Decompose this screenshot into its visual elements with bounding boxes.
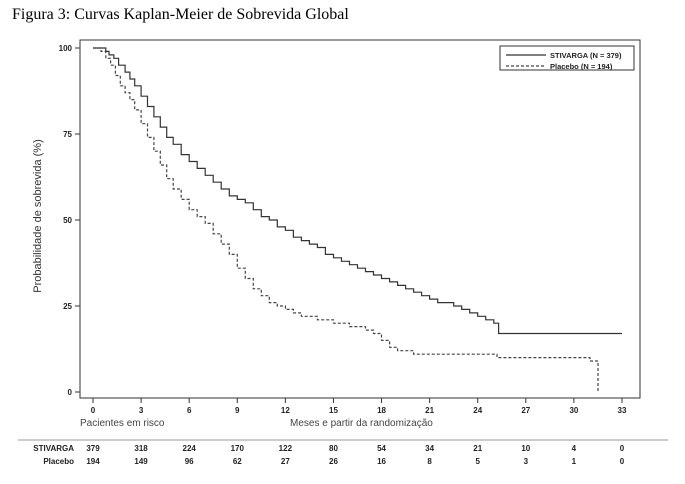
risk-cell: 54 [377, 444, 386, 453]
risk-cell: 16 [377, 457, 386, 466]
risk-cell: 0 [620, 444, 625, 453]
chart-legend: STIVARGA (N = 379) Placebo (N = 194) [499, 45, 635, 71]
risk-cell: 8 [427, 457, 432, 466]
x-tick-label: 21 [425, 406, 434, 415]
risk-cell: 0 [620, 457, 625, 466]
x-tick-label: 30 [569, 406, 578, 415]
risk-cell: 21 [473, 444, 482, 453]
risk-cell: 62 [233, 457, 242, 466]
x-tick-label: 3 [139, 406, 144, 415]
legend-label: Placebo (N = 194) [550, 62, 613, 71]
risk-cell: 27 [281, 457, 290, 466]
plot-frame [79, 39, 641, 399]
risk-cell: 170 [231, 444, 245, 453]
risk-cell: 96 [185, 457, 194, 466]
placebo-curve [93, 47, 599, 392]
x-tick-label: 24 [473, 406, 482, 415]
risk-cell: 34 [425, 444, 434, 453]
risk-table-title: Pacientes em risco [80, 418, 165, 429]
survival-curves [93, 47, 622, 392]
risk-cell: 4 [572, 444, 577, 453]
risk-cell: 10 [521, 444, 530, 453]
risk-cell: 5 [476, 457, 481, 466]
risk-cell: 122 [279, 444, 293, 453]
risk-row-label: STIVARGA [33, 444, 74, 453]
x-tick-label: 18 [377, 406, 386, 415]
stivarga-curve [93, 47, 622, 335]
legend-label: STIVARGA (N = 379) [550, 51, 622, 60]
x-tick-label: 33 [618, 406, 627, 415]
risk-cell: 149 [134, 457, 148, 466]
y-tick-label: 0 [68, 388, 73, 397]
y-tick-label: 50 [63, 216, 72, 225]
x-tick-label: 0 [91, 406, 96, 415]
y-tick-label: 75 [63, 130, 72, 139]
risk-table: STIVARGA 379 318 224 170 122 80 54 34 21 10 4 0Place… [18, 439, 668, 466]
y-tick-label: 100 [59, 44, 73, 53]
x-tick-label: 15 [329, 406, 338, 415]
risk-cell: 194 [86, 457, 100, 466]
figure-title: Figura 3: Curvas Kaplan-Meier de Sobrevi… [12, 6, 349, 23]
risk-cell: 224 [183, 444, 197, 453]
x-tick-label: 6 [187, 406, 192, 415]
x-tick-label: 9 [235, 406, 240, 415]
risk-cell: 26 [329, 457, 338, 466]
x-axis-title: Meses e partir da randomização [290, 418, 433, 429]
chart-axes: 0 25 50 75 100 0 3 6 9 12 15 18 21 24 27 30 33 [59, 39, 641, 415]
y-tick-label: 25 [63, 302, 72, 311]
x-tick-label: 12 [281, 406, 290, 415]
risk-row-label: Placebo [43, 457, 74, 466]
risk-cell: 80 [329, 444, 338, 453]
risk-cell: 1 [572, 457, 577, 466]
x-tick-label: 27 [521, 406, 530, 415]
risk-cell: 3 [524, 457, 529, 466]
risk-cell: 318 [134, 444, 148, 453]
risk-cell: 379 [86, 444, 100, 453]
